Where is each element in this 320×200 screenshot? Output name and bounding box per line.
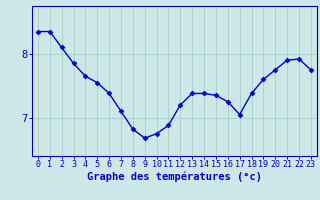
X-axis label: Graphe des températures (°c): Graphe des températures (°c) [87,172,262,182]
